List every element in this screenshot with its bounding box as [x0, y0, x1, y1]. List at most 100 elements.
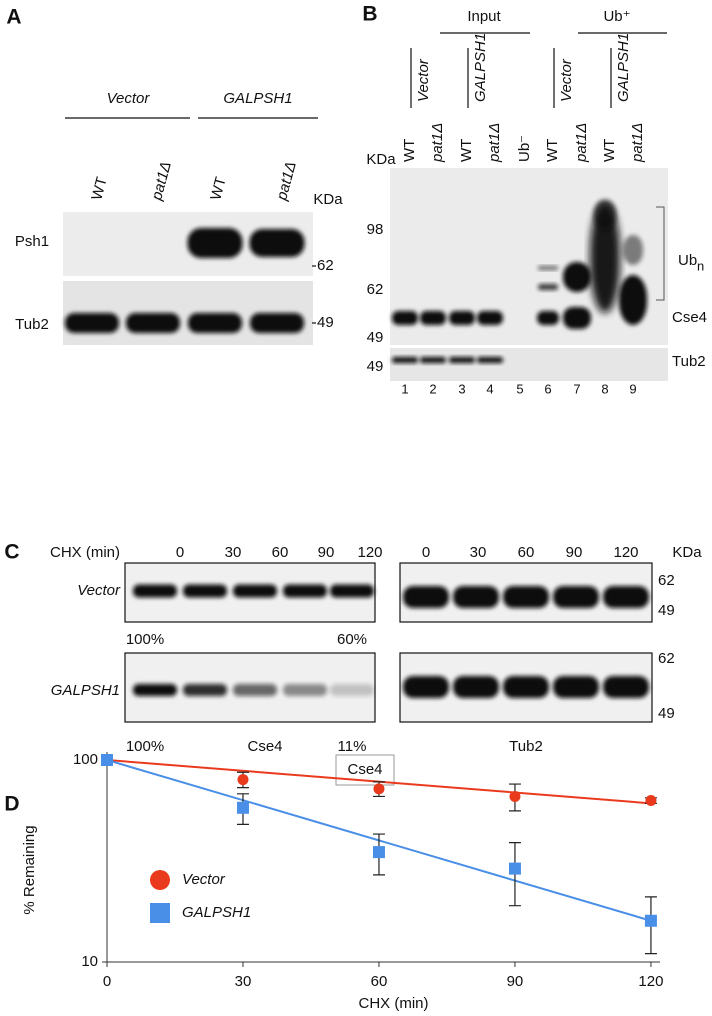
band [594, 200, 616, 230]
lane-label: pat1Δ [148, 160, 175, 203]
legend-marker [150, 903, 170, 923]
x-tick-label: 0 [103, 973, 111, 990]
lane-label: WT [207, 175, 229, 202]
lane-label: pat1Δ [629, 123, 646, 163]
band [449, 357, 475, 363]
lane-label: WT [88, 175, 110, 202]
marker-label: 62 [367, 281, 384, 298]
group-label: Vector [415, 58, 432, 102]
lane-number: 4 [486, 381, 493, 396]
group-label: Vector [558, 58, 575, 102]
ubn-subscript: n [697, 258, 704, 273]
blot [390, 348, 668, 381]
band [233, 684, 277, 696]
blot-label: Cse4 [247, 738, 282, 755]
blot-label: Tub2 [15, 316, 49, 333]
band [183, 584, 227, 598]
band [330, 584, 374, 598]
marker-label: 98 [367, 221, 384, 238]
panel-letter: D [4, 793, 19, 816]
band [603, 586, 649, 608]
time-label: 60 [518, 544, 535, 561]
band [503, 676, 549, 698]
band [619, 275, 647, 325]
band [477, 311, 503, 325]
x-tick-label: 90 [507, 973, 524, 990]
lane-number: 9 [629, 381, 636, 396]
lane-label: pat1Δ [573, 123, 590, 163]
band [553, 586, 599, 608]
blot-label: Tub2 [672, 353, 706, 370]
marker-label: 62 [317, 257, 334, 274]
point [236, 801, 249, 814]
lane-label: pat1Δ [273, 160, 300, 203]
marker-label: 49 [317, 314, 334, 331]
percent-label: 100% [126, 738, 164, 755]
band [453, 586, 499, 608]
band [537, 311, 559, 325]
marker-label: 49 [367, 329, 384, 346]
band [249, 229, 305, 257]
row-label: GALPSH1 [51, 682, 120, 699]
marker-label: 62 [658, 650, 675, 667]
x-tick-label: 30 [235, 973, 252, 990]
lane-number: 2 [429, 381, 436, 396]
point [508, 862, 521, 875]
time-label: 90 [318, 544, 335, 561]
band [553, 676, 599, 698]
band [563, 262, 591, 292]
x-axis-label: CHX (min) [359, 995, 429, 1012]
section-label: Input [467, 8, 501, 25]
band [538, 266, 558, 270]
unit-label: KDa [313, 191, 343, 208]
treatment-label: CHX (min) [50, 544, 120, 561]
group-label: GALPSH1 [472, 33, 489, 102]
group-label: Vector [107, 90, 151, 107]
point [645, 795, 657, 807]
band [392, 357, 418, 363]
band [590, 203, 620, 313]
unit-label: KDa [366, 151, 396, 168]
lane-label: Ub⁻ [516, 135, 533, 162]
legend-label: Vector [182, 871, 226, 888]
lane-label: WT [544, 139, 561, 162]
percent-label: 11% [338, 738, 367, 755]
point [237, 774, 249, 786]
panel-letter: A [6, 6, 21, 29]
time-label: 30 [225, 544, 242, 561]
band [65, 313, 119, 333]
x-tick-label: 60 [371, 973, 388, 990]
marker-label: 49 [658, 705, 675, 722]
band [453, 676, 499, 698]
band [183, 684, 227, 696]
chart-title: Cse4 [347, 761, 382, 778]
panel-letter: B [362, 3, 377, 26]
lane-number: 1 [401, 381, 408, 396]
band [420, 357, 446, 363]
y-tick-label: 10 [81, 953, 98, 970]
lane-label: pat1Δ [486, 123, 503, 163]
band [623, 235, 643, 265]
band [330, 684, 374, 696]
y-axis-label: % Remaining [21, 825, 38, 914]
legend-marker [150, 870, 170, 890]
band [503, 586, 549, 608]
band [133, 584, 177, 598]
point [509, 790, 521, 802]
time-label: 120 [613, 544, 638, 561]
band [187, 228, 243, 258]
point [373, 783, 385, 795]
lane-number: 6 [544, 381, 551, 396]
row-label: Vector [77, 582, 121, 599]
time-label: 60 [272, 544, 289, 561]
band [563, 307, 591, 329]
group-label: GALPSH1 [223, 90, 292, 107]
percent-label: 100% [126, 631, 164, 648]
point [101, 754, 113, 766]
bracket [656, 206, 665, 301]
band [538, 284, 558, 290]
lane-label: WT [601, 139, 618, 162]
band [403, 676, 449, 698]
